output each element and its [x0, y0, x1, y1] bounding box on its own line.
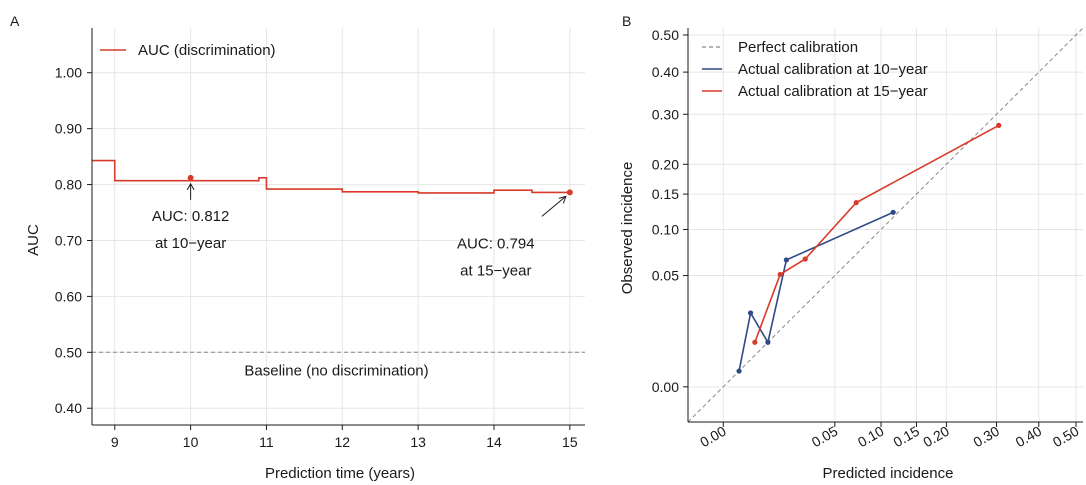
y-axis-title-b: Observed incidence — [619, 162, 636, 295]
tick-label-x-b: 0.00 — [697, 423, 729, 451]
panel-label-a: A — [10, 13, 20, 29]
calibration-point — [802, 256, 808, 262]
tick-label-x-b: 0.40 — [1013, 423, 1045, 451]
calibration-point — [777, 271, 783, 278]
tick-label-x-b: 0.15 — [890, 423, 922, 451]
calibration-point — [890, 209, 896, 215]
calibration-point — [736, 368, 742, 374]
tick-label-y-b: 0.05 — [652, 268, 679, 284]
series-a — [92, 159, 573, 196]
legend-label-10yr: Actual calibration at 10−year — [738, 61, 928, 78]
baseline-a: Baseline (no discrimination) — [92, 351, 585, 379]
annotation-arrowhead-15yr — [558, 195, 567, 204]
calibration-point — [752, 339, 758, 345]
legend-label-15yr: Actual calibration at 15−year — [738, 83, 928, 100]
tick-label-x-a: 12 — [335, 434, 351, 450]
tick-label-x-a: 14 — [486, 434, 502, 450]
calibration-point — [996, 122, 1002, 129]
tick-label-y-a: 0.50 — [55, 344, 82, 360]
annotation-text-15yr: AUC: 0.794 — [457, 235, 535, 252]
tick-label-y-a: 0.70 — [55, 232, 82, 248]
annotation-arrowhead-10yr — [186, 182, 195, 191]
grid-b — [688, 28, 1083, 422]
series-b — [687, 27, 1084, 423]
calibration-point — [765, 339, 771, 345]
tick-label-y-b: 0.40 — [652, 64, 679, 80]
perfect-calibration-line — [687, 27, 1084, 423]
annotations-a: AUC: 0.812 at 10−year AUC: 0.794 at 15−year — [152, 182, 567, 279]
tick-label-y-a: 0.40 — [55, 400, 82, 416]
legend-b: Perfect calibration Actual calibration a… — [702, 39, 928, 100]
tick-label-x-a: 9 — [111, 434, 119, 450]
panel-a-auc-chart: A Baseline (no discrimination) AUC: 0.81… — [10, 13, 585, 482]
calibration-point — [747, 310, 754, 316]
tick-label-y-b: 0.30 — [652, 106, 679, 122]
tick-label-x-a: 10 — [183, 434, 199, 450]
tick-label-x-a: 11 — [259, 434, 274, 450]
calibration-10yr-line — [738, 211, 894, 372]
annotation-arrow-15yr — [541, 196, 567, 217]
annotation-text-10yr: at 10−year — [155, 235, 226, 252]
panel-label-b: B — [622, 13, 631, 29]
y-axis-title-a: AUC — [25, 224, 42, 256]
axes-a: 0.40 0.50 0.60 0.70 0.80 0.90 1.00 9 10 11 12 13 14 1… — [55, 28, 585, 450]
x-axis-title-b: Predicted incidence — [823, 465, 954, 482]
tick-label-y-b: 0.50 — [652, 27, 679, 43]
tick-label-y-b: 0.15 — [652, 186, 679, 202]
auc-marker — [566, 189, 573, 196]
tick-label-y-b: 0.20 — [652, 156, 679, 172]
tick-label-x-b: 0.10 — [855, 423, 887, 451]
tick-label-y-b: 0.10 — [652, 221, 679, 237]
tick-label-x-a: 13 — [410, 434, 426, 450]
grid-a — [92, 28, 585, 425]
tick-label-x-a: 15 — [562, 434, 578, 450]
calibration-point — [783, 257, 789, 263]
tick-label-y-a: 0.60 — [55, 288, 82, 304]
tick-label-x-b: 0.50 — [1050, 423, 1082, 451]
x-axis-title-a: Prediction time (years) — [265, 465, 415, 482]
legend-label-auc: AUC (discrimination) — [138, 42, 276, 59]
annotation-text-15yr: at 15−year — [460, 262, 531, 279]
tick-label-x-b: 0.05 — [809, 423, 841, 451]
calibration-point — [853, 200, 859, 206]
tick-label-y-a: 1.00 — [55, 65, 82, 81]
tick-label-y-a: 0.80 — [55, 177, 82, 193]
tick-label-y-b: 0.00 — [652, 379, 679, 395]
baseline-label: Baseline (no discrimination) — [244, 362, 428, 379]
panel-b-calibration-chart: B 0.000.050.100.150.200.300.400.500.00 0.… — [619, 13, 1084, 482]
tick-label-x-b: 0.20 — [920, 423, 952, 451]
tick-label-y-a: 0.90 — [55, 121, 82, 137]
annotation-text-10yr: AUC: 0.812 — [152, 208, 230, 225]
legend-a: AUC (discrimination) — [100, 42, 276, 59]
legend-label-perfect: Perfect calibration — [738, 39, 858, 56]
auc-step-line — [92, 159, 570, 194]
tick-label-x-b: 0.30 — [970, 423, 1002, 451]
auc-marker — [187, 174, 194, 181]
